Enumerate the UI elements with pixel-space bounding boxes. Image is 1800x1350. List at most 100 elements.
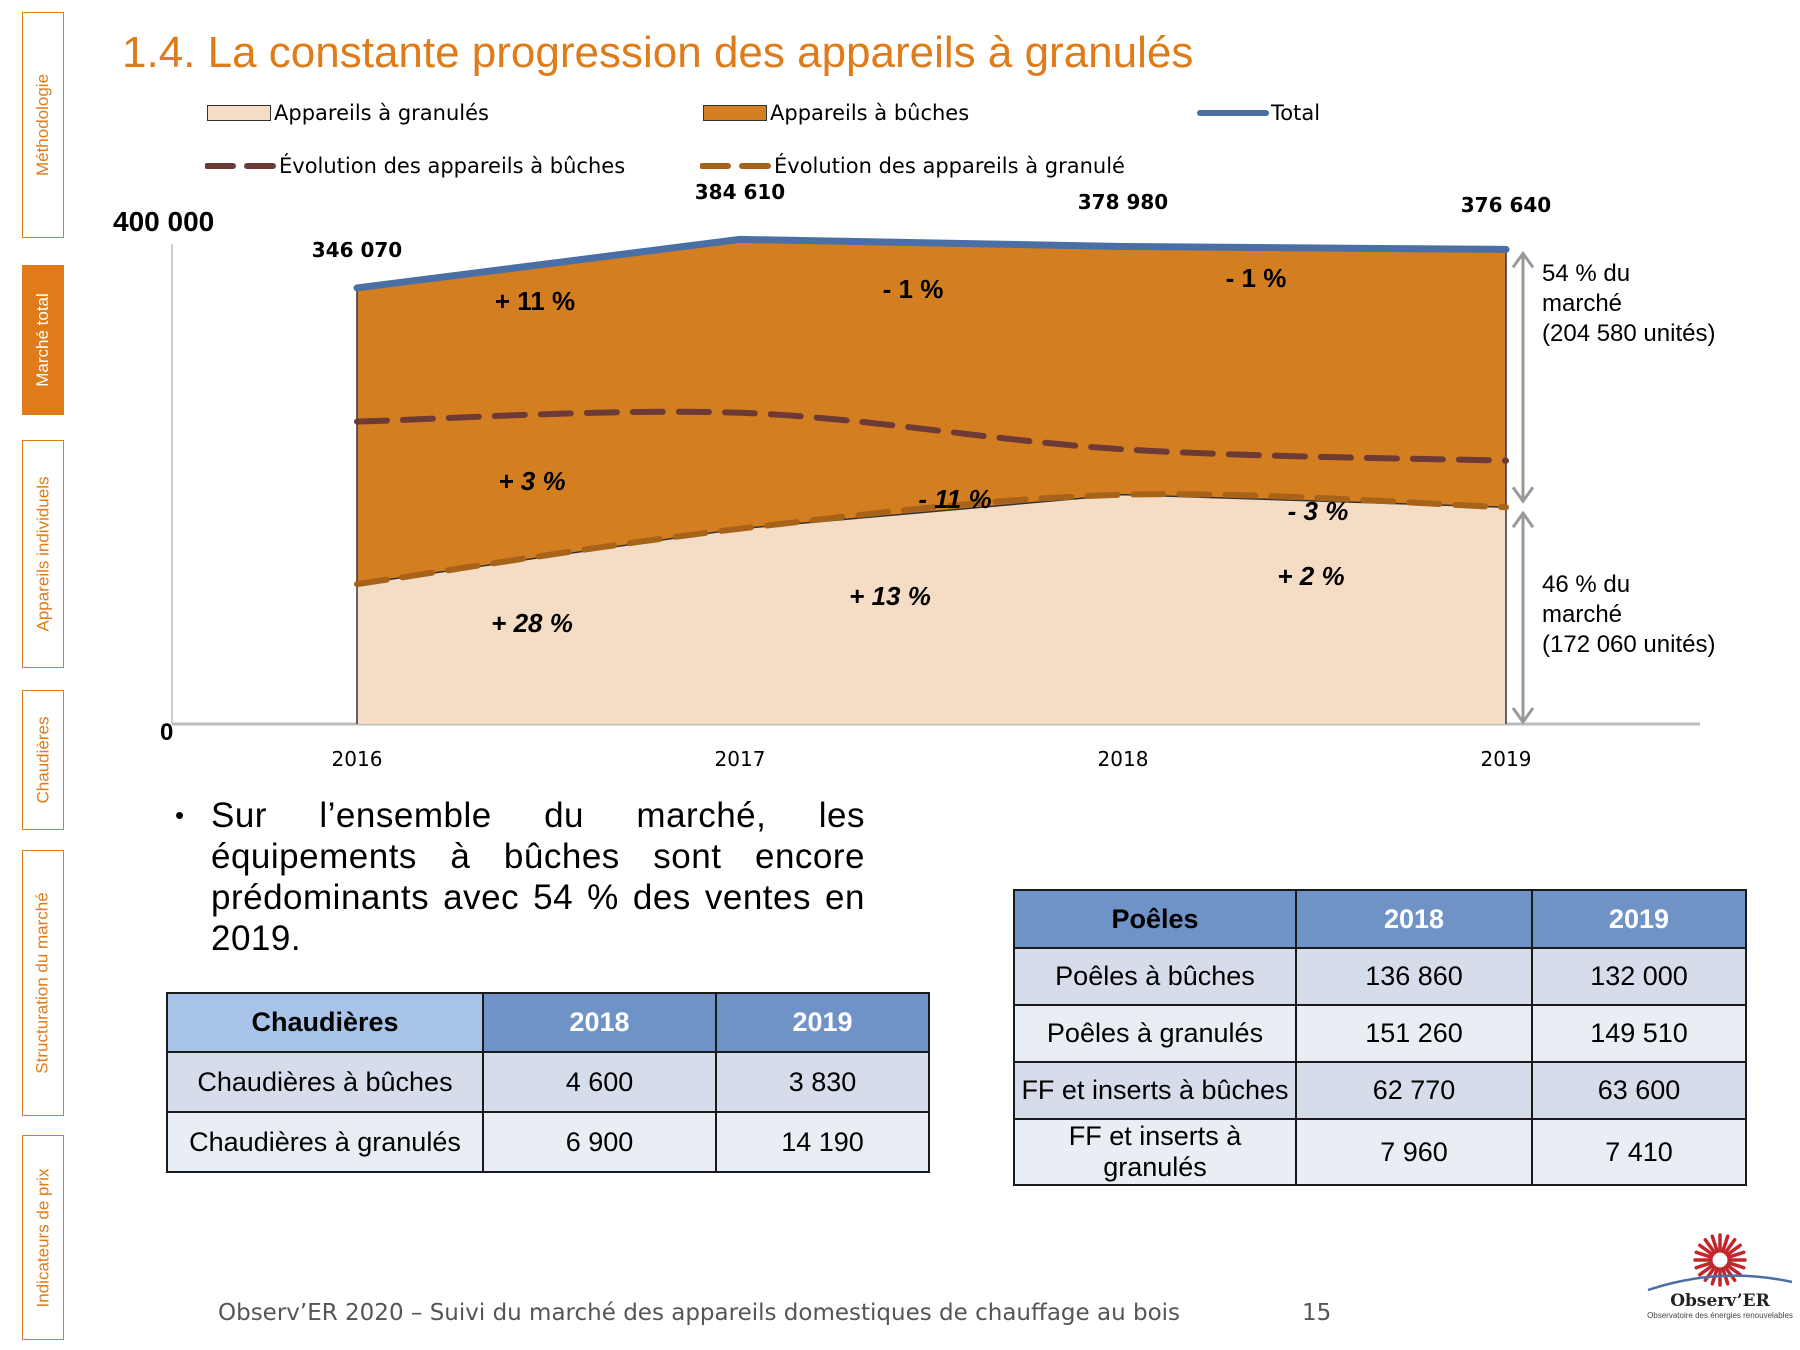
annotation-buches-change: + 3 % [498, 466, 565, 496]
annotation-granules-change: + 28 % [491, 608, 573, 638]
series-line-evol-granules [354, 491, 1509, 588]
table-cell: FF et inserts à granulés [1013, 1118, 1297, 1186]
logo-ray [1703, 1238, 1717, 1255]
sidebar-tab-label: Structuration du marché [33, 892, 53, 1074]
table-cell: 14 190 [715, 1111, 930, 1173]
share-label-granules: 46 % du [1542, 571, 1630, 598]
bullet-paragraph: • Sur l’ensemble du marché, les équipeme… [175, 795, 865, 959]
data-label-total: 376 640 [1461, 193, 1551, 217]
sidebar-tab-label: Indicateurs de prix [33, 1168, 52, 1307]
share-label-granules: (172 060 unités) [1542, 631, 1715, 658]
legend-label-buches: Appareils à bûches [770, 101, 970, 125]
table-row: Chaudières à bûches 4 600 3 830 [166, 1051, 930, 1113]
data-label-total: 384 610 [695, 180, 785, 204]
table-row: Poêles à granulés 151 260 149 510 [1013, 1004, 1747, 1063]
table-header-cell: 2019 [1531, 889, 1747, 949]
x-tick-label: 2018 [1098, 747, 1149, 771]
table-header-cell: 2018 [482, 992, 717, 1053]
table-cell: 132 000 [1531, 947, 1747, 1006]
table-cell: Chaudières à bûches [166, 1051, 484, 1113]
logo-ray [1694, 1261, 1714, 1270]
table-cell: FF et inserts à bûches [1013, 1061, 1297, 1120]
logo-ray [1721, 1234, 1730, 1254]
y-tick-label-zero: 0 [160, 719, 173, 746]
data-label-total: 346 070 [312, 238, 402, 262]
table-cell: 6 900 [482, 1111, 717, 1173]
annotation-granules-change: + 2 % [1277, 561, 1344, 591]
table-cell: Chaudières à granulés [166, 1111, 484, 1173]
logo-ray [1710, 1234, 1719, 1254]
share-arrowhead [1511, 250, 1535, 269]
logo-ray [1694, 1250, 1714, 1259]
legend-label-evol-granules: Évolution des appareils à granulé [774, 154, 1125, 178]
logo-subtitle: Observatoire des énergies renouvelables [1647, 1311, 1793, 1320]
annotation-buches-change: - 11 % [918, 484, 991, 514]
bullet-dot: • [175, 800, 185, 830]
logo-ray [1723, 1265, 1737, 1282]
table-cell: 149 510 [1531, 1004, 1747, 1063]
sidebar-tab-marche-total[interactable]: Marché total [22, 265, 64, 415]
table-cell: 136 860 [1295, 947, 1533, 1006]
table-header-cell: Chaudières [166, 992, 484, 1053]
area-chart: 400 000 0 2016 2017 2018 2019 346 070 384 610 37… [113, 180, 1715, 771]
table-cell: Poêles à bûches [1013, 947, 1297, 1006]
table-header-cell: 2018 [1295, 889, 1533, 949]
table-row: Chaudières à granulés 6 900 14 190 [166, 1111, 930, 1173]
legend-swatch-buches [703, 105, 767, 121]
area-granules [357, 494, 1506, 724]
table-row: FF et inserts à granulés 7 960 7 410 [1013, 1118, 1747, 1186]
table-header-cell: Poêles [1013, 889, 1297, 949]
share-arrowhead [1511, 707, 1535, 725]
table-cell: 3 830 [715, 1051, 930, 1113]
legend-item-total: Total [1197, 101, 1320, 125]
table-poeles: Poêles 2018 2019 Poêles à bûches 136 860… [1013, 889, 1747, 1186]
sidebar-tab-structuration[interactable]: Structuration du marché [22, 850, 64, 1116]
x-tick-label: 2017 [715, 747, 766, 771]
share-arrowhead [1511, 486, 1535, 504]
y-tick-label-max: 400 000 [113, 206, 214, 237]
table-header-cell: 2019 [715, 992, 930, 1053]
logo-ray [1725, 1263, 1742, 1277]
observer-logo: Observ’ER Observatoire des énergies reno… [1640, 1230, 1800, 1340]
table-cell: Poêles à granulés [1013, 1004, 1297, 1063]
table-chaudieres: Chaudières 2018 2019 Chaudières à bûches… [166, 992, 930, 1173]
share-label-buches: 54 % du [1542, 260, 1630, 287]
table-cell: 63 600 [1531, 1061, 1747, 1120]
logo-ray [1725, 1243, 1742, 1257]
legend-label-evol-buches: Évolution des appareils à bûches [279, 154, 626, 178]
table-row: FF et inserts à bûches 62 770 63 600 [1013, 1061, 1747, 1120]
page-number: 15 [1302, 1300, 1332, 1326]
annotation-granules-change: + 13 % [849, 581, 931, 611]
logo-ray [1723, 1238, 1737, 1255]
x-tick-label: 2019 [1481, 747, 1532, 771]
series-line-evol-buches [354, 408, 1509, 464]
logo-name: Observ’ER [1670, 1291, 1770, 1311]
share-label-granules: marché [1542, 601, 1622, 628]
legend-label-total: Total [1271, 101, 1321, 125]
table-cell: 4 600 [482, 1051, 717, 1113]
table-cell: 62 770 [1295, 1061, 1533, 1120]
sidebar-tab-chaudieres[interactable]: Chaudières [22, 690, 64, 830]
share-arrowhead [1511, 510, 1535, 529]
annotation-total-change: - 1 % [1226, 263, 1287, 293]
sidebar-tab-methodologie[interactable]: Méthodologie [22, 12, 64, 238]
sidebar-tab-appareils-individuels[interactable]: Appareils individuels [22, 440, 64, 668]
data-label-total: 378 980 [1078, 190, 1168, 214]
annotation-buches-change: - 3 % [1288, 496, 1349, 526]
legend-swatch-evol-granules [700, 163, 772, 169]
sidebar-tab-indicateurs-prix[interactable]: Indicateurs de prix [22, 1135, 64, 1340]
footer-text: Observ’ER 2020 – Suivi du marché des app… [218, 1300, 1181, 1326]
logo-ray [1698, 1243, 1715, 1257]
legend-swatch-granules [207, 105, 271, 121]
annotation-total-change: + 11 % [495, 286, 575, 316]
share-label-buches: marché [1542, 290, 1622, 317]
table-cell: 7 410 [1531, 1118, 1747, 1186]
table-cell: 7 960 [1295, 1118, 1533, 1186]
table-cell: 151 260 [1295, 1004, 1533, 1063]
legend-item-buches: Appareils à bûches [703, 101, 969, 125]
series-line-total [353, 235, 1510, 292]
sunburst-logo-icon [1647, 1233, 1793, 1292]
logo-ray [1698, 1263, 1715, 1277]
legend-item-granules: Appareils à granulés [207, 101, 489, 125]
legend-item-evol-buches: Évolution des appareils à bûches [205, 154, 625, 178]
